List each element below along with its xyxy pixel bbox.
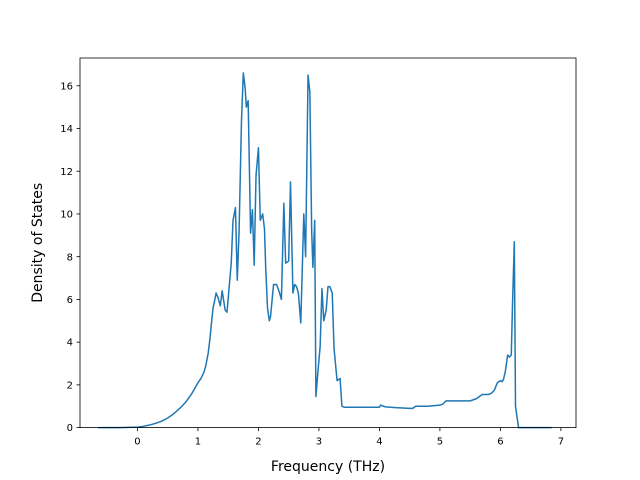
y-tick-label: 10 [60, 210, 73, 221]
y-tick-label: 2 [67, 380, 73, 391]
y-tick-label: 8 [67, 252, 73, 263]
y-tick-label: 6 [67, 295, 73, 306]
x-tick-label: 5 [437, 437, 443, 448]
y-tick-label: 14 [60, 124, 73, 135]
x-axis-label: Frequency (THz) [271, 459, 385, 475]
y-axis-ticks: 0 2 4 6 8 10 12 14 16 [60, 81, 80, 434]
y-tick-label: 4 [67, 338, 73, 349]
y-tick-label: 16 [60, 81, 73, 92]
x-tick-label: 4 [376, 437, 382, 448]
x-tick-label: 6 [497, 437, 503, 448]
x-tick-label: 1 [195, 437, 201, 448]
dos-line [98, 72, 552, 429]
plot-frame [79, 57, 577, 429]
x-tick-label: 0 [134, 437, 140, 448]
x-tick-label: 7 [558, 437, 564, 448]
x-tick-label: 2 [255, 437, 261, 448]
plot-series [98, 72, 552, 429]
x-axis-ticks: 0 1 2 3 4 5 6 7 [134, 427, 564, 448]
y-tick-label: 0 [67, 423, 73, 434]
y-axis-label: Density of States [30, 183, 46, 303]
y-tick-label: 12 [60, 167, 73, 178]
x-tick-label: 3 [316, 437, 322, 448]
